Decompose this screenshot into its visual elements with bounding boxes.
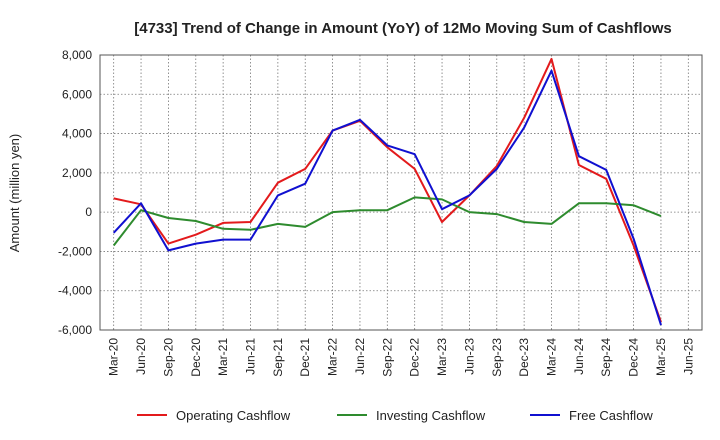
y-tick-label: 0 bbox=[85, 205, 92, 219]
x-tick-label: Mar-24 bbox=[545, 338, 559, 376]
y-tick-label: 4,000 bbox=[62, 127, 92, 141]
x-tick-label: Mar-20 bbox=[107, 338, 121, 376]
x-tick-label: Mar-23 bbox=[435, 338, 449, 376]
legend: Operating Cashflow Investing Cashflow Free… bbox=[137, 408, 653, 423]
y-tick-label: 6,000 bbox=[62, 87, 92, 101]
chart-title: [4733] Trend of Change in Amount (YoY) o… bbox=[134, 20, 672, 37]
x-tick-label: Dec-20 bbox=[189, 338, 203, 377]
x-tick-label: Dec-24 bbox=[627, 338, 641, 377]
x-tick-label: Sep-24 bbox=[599, 338, 613, 377]
x-tick-label: Jun-24 bbox=[572, 338, 586, 375]
x-tick-label: Dec-23 bbox=[517, 338, 531, 377]
y-tick-label: -6,000 bbox=[58, 323, 92, 337]
y-tick-label: 2,000 bbox=[62, 166, 92, 180]
x-tick-label: Jun-20 bbox=[134, 338, 148, 375]
legend-label: Free Cashflow bbox=[569, 408, 653, 423]
plot-frame bbox=[99, 54, 703, 331]
x-tick-label: Jun-25 bbox=[681, 338, 695, 375]
series-line-free-cashflow bbox=[112, 69, 662, 326]
legend-item-free-cashflow: Free Cashflow bbox=[530, 408, 653, 423]
x-tick-label: Sep-22 bbox=[380, 338, 394, 377]
x-tick-label: Jun-23 bbox=[462, 338, 476, 375]
x-tick-label: Dec-22 bbox=[408, 338, 422, 377]
legend-item-investing-cashflow: Investing Cashflow bbox=[337, 408, 486, 423]
x-tick-label: Jun-22 bbox=[353, 338, 367, 375]
x-tick-label: Sep-20 bbox=[161, 338, 175, 377]
x-tick-label: Dec-21 bbox=[298, 338, 312, 377]
legend-label: Operating Cashflow bbox=[176, 408, 291, 423]
axes: 8,000 6,000 4,000 2,000 0 -2,000 -4,000 -6,000 M… bbox=[58, 48, 703, 377]
legend-item-operating-cashflow: Operating Cashflow bbox=[137, 408, 291, 423]
series-line-investing-cashflow bbox=[112, 196, 662, 247]
x-tick-label: Sep-23 bbox=[490, 338, 504, 377]
plot-area bbox=[100, 55, 702, 330]
x-tick-label: Mar-21 bbox=[216, 338, 230, 376]
x-tick-label: Sep-21 bbox=[271, 338, 285, 377]
x-tick-label: Jun-21 bbox=[244, 338, 258, 375]
series-lines bbox=[112, 57, 662, 326]
legend-label: Investing Cashflow bbox=[376, 408, 486, 423]
x-tick-label: Mar-25 bbox=[654, 338, 668, 376]
y-tick-label: 8,000 bbox=[62, 48, 92, 62]
y-axis-label: Amount (million yen) bbox=[7, 134, 22, 253]
x-tick-label: Mar-22 bbox=[326, 338, 340, 376]
y-tick-label: -2,000 bbox=[58, 244, 92, 258]
y-tick-label: -4,000 bbox=[58, 284, 92, 298]
